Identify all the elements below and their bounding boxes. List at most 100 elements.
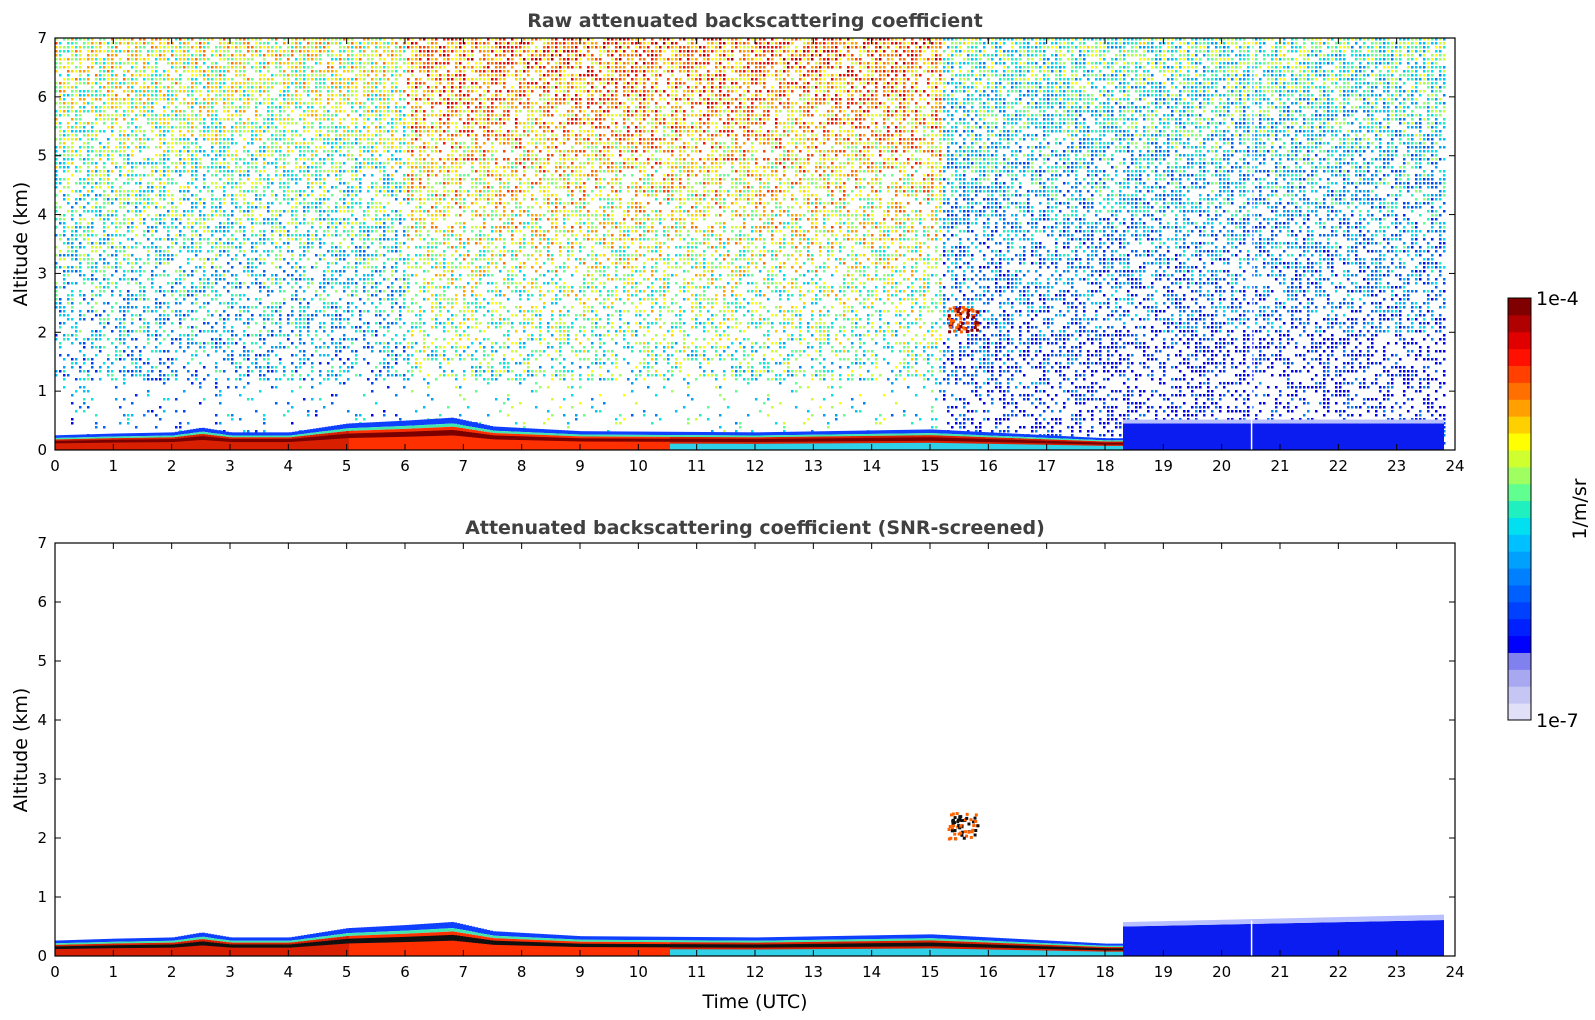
colorbar-segment [1508, 314, 1531, 333]
x-tick-label: 12 [745, 457, 764, 475]
x-tick-label: 21 [1270, 457, 1289, 475]
x-tick-label: 4 [284, 457, 294, 475]
colorbar-segment [1508, 348, 1531, 367]
colorbar-segment [1508, 652, 1531, 670]
x-tick-label: 13 [804, 457, 823, 475]
x-tick-label: 6 [400, 457, 410, 475]
y-tick-label: 7 [37, 534, 47, 552]
y-tick-label: 0 [37, 441, 47, 459]
y-tick-label: 2 [37, 323, 47, 341]
panel-raw-backscatter: Raw attenuated backscattering coefficien… [10, 10, 1465, 475]
heatmap-image [55, 812, 1444, 956]
x-tick-label: 2 [167, 963, 177, 981]
x-tick-label: 24 [1445, 963, 1464, 981]
x-tick-label: 5 [342, 963, 352, 981]
colorbar-segment [1508, 399, 1531, 417]
x-tick-label: 20 [1212, 457, 1231, 475]
colorbar-segment [1508, 466, 1531, 485]
x-tick-label: 13 [804, 963, 823, 981]
colorbar-segment [1508, 331, 1531, 350]
colorbar-unit-label: 1/m/sr [1569, 478, 1591, 539]
x-tick-label: 23 [1387, 457, 1406, 475]
y-axis-label: Altitude (km) [10, 688, 32, 813]
colorbar-min-label: 1e-7 [1536, 710, 1579, 732]
x-tick-label: 21 [1270, 963, 1289, 981]
y-tick-label: 6 [37, 593, 47, 611]
colorbar-segment [1508, 686, 1531, 704]
axis-ticks: 0 1 2 3 4 5 6 7 8 9 10 11 12 13 14 15 16 17 18 19 20 21 22 23 24… [37, 29, 1464, 475]
colorbar-segment [1508, 500, 1531, 518]
x-tick-label: 10 [629, 457, 648, 475]
y-tick-label: 1 [37, 382, 47, 400]
colorbar-max-label: 1e-4 [1536, 288, 1579, 310]
x-tick-label: 8 [517, 457, 527, 475]
colorbar-segment [1508, 483, 1531, 502]
x-tick-label: 10 [629, 963, 648, 981]
colorbar-segment [1508, 635, 1531, 653]
x-axis-label: Time (UTC) [701, 991, 807, 1013]
colorbar: 1e-4 1e-7 1/m/sr [1507, 288, 1591, 732]
x-tick-label: 9 [575, 963, 585, 981]
y-axis-label: Altitude (km) [10, 182, 32, 307]
colorbar-segment [1508, 416, 1531, 434]
x-tick-label: 8 [517, 963, 527, 981]
panel-title: Attenuated backscattering coefficient (S… [465, 517, 1045, 539]
heatmap-image [55, 38, 1446, 450]
x-tick-label: 1 [109, 457, 119, 475]
y-tick-label: 5 [37, 147, 47, 165]
x-tick-label: 1 [109, 963, 119, 981]
x-tick-label: 14 [862, 963, 881, 981]
colorbar-segment [1508, 703, 1531, 721]
colorbar-segment [1508, 365, 1531, 383]
x-tick-label: 22 [1329, 457, 1348, 475]
colorbar-segment [1508, 517, 1531, 535]
y-tick-label: 0 [37, 947, 47, 965]
x-tick-label: 3 [225, 963, 235, 981]
y-tick-label: 1 [37, 888, 47, 906]
x-tick-label: 12 [745, 963, 764, 981]
colorbar-segment [1508, 534, 1531, 552]
colorbar-segment [1508, 298, 1531, 316]
x-tick-label: 11 [687, 963, 706, 981]
x-tick-label: 17 [1037, 963, 1056, 981]
x-tick-label: 6 [400, 963, 410, 981]
x-tick-label: 9 [575, 457, 585, 475]
x-tick-label: 24 [1445, 457, 1464, 475]
x-tick-label: 23 [1387, 963, 1406, 981]
colorbar-segment [1508, 618, 1531, 637]
x-tick-label: 18 [1095, 963, 1114, 981]
plot-frame [54, 542, 1456, 957]
x-tick-label: 0 [50, 457, 60, 475]
x-tick-label: 0 [50, 963, 60, 981]
x-tick-label: 19 [1154, 963, 1173, 981]
x-tick-label: 11 [687, 457, 706, 475]
colorbar-segment [1508, 669, 1531, 687]
x-tick-label: 5 [342, 457, 352, 475]
x-tick-label: 7 [459, 963, 469, 981]
panel-title: Raw attenuated backscattering coefficien… [527, 10, 983, 32]
x-tick-label: 15 [920, 963, 939, 981]
colorbar-segment [1508, 601, 1531, 620]
y-tick-label: 4 [37, 206, 47, 224]
x-tick-label: 16 [979, 457, 998, 475]
y-tick-label: 7 [37, 29, 47, 47]
colorbar-segment [1508, 382, 1531, 400]
panel-snr-screened: Attenuated backscattering coefficient (S… [10, 517, 1465, 1013]
colorbar-segment [1508, 551, 1531, 569]
x-tick-label: 20 [1212, 963, 1231, 981]
colorbar-segment [1508, 433, 1531, 451]
y-tick-label: 3 [37, 770, 47, 788]
colorbar-frame [1507, 297, 1532, 721]
x-tick-label: 17 [1037, 457, 1056, 475]
y-tick-label: 6 [37, 88, 47, 106]
colorbar-segment [1508, 449, 1531, 468]
y-tick-label: 5 [37, 652, 47, 670]
colorbar-segment [1508, 584, 1531, 603]
y-tick-label: 4 [37, 711, 47, 729]
colorbar-gradient [1508, 298, 1531, 721]
x-tick-label: 18 [1095, 457, 1114, 475]
x-tick-label: 22 [1329, 963, 1348, 981]
x-tick-label: 15 [920, 457, 939, 475]
x-tick-label: 3 [225, 457, 235, 475]
